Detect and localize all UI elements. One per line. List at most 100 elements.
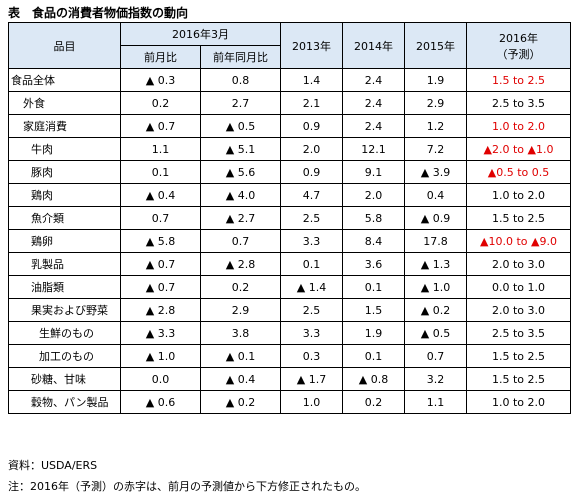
- table-row: 果実および野菜 ▲ 2.8 2.9 2.5 1.5 ▲ 0.2 2.0 to 3.0: [8, 298, 571, 322]
- cell-f2016: 1.5 to 2.5: [466, 206, 571, 230]
- cell-mom: 0.0: [120, 367, 201, 391]
- table-row: 穀物、パン製品 ▲ 0.6 ▲ 0.2 1.0 0.2 1.1 1.0 to 2.0: [8, 390, 571, 414]
- cell-y2015: 1.9: [404, 68, 467, 92]
- table-row: 食品全体 ▲ 0.3 0.8 1.4 2.4 1.9 1.5 to 2.5: [8, 68, 571, 92]
- cell-mom: ▲ 0.4: [120, 183, 201, 207]
- cell-mom: ▲ 0.7: [120, 114, 201, 138]
- cell-y2014: 9.1: [342, 160, 405, 184]
- cell-y2013: 1.4: [280, 68, 343, 92]
- cell-yoy: ▲ 0.4: [200, 367, 281, 391]
- cell-f2016: 2.5 to 3.5: [466, 91, 571, 115]
- row-item-name: 生鮮のもの: [8, 321, 121, 345]
- cell-mom: ▲ 0.7: [120, 252, 201, 276]
- cell-y2013: 0.9: [280, 114, 343, 138]
- cell-y2013: ▲ 1.4: [280, 275, 343, 299]
- cell-yoy: ▲ 2.8: [200, 252, 281, 276]
- cell-f2016: 2.5 to 3.5: [466, 321, 571, 345]
- table-row: 外食 0.2 2.7 2.1 2.4 2.9 2.5 to 3.5: [8, 91, 571, 115]
- cell-mom: ▲ 0.3: [120, 68, 201, 92]
- cell-y2013: 3.3: [280, 321, 343, 345]
- row-item-name: 鶏卵: [8, 229, 121, 253]
- cell-yoy: 0.7: [200, 229, 281, 253]
- cell-yoy: ▲ 5.1: [200, 137, 281, 161]
- cell-y2015: ▲ 3.9: [404, 160, 467, 184]
- cell-y2014: 2.4: [342, 114, 405, 138]
- cell-y2013: 4.7: [280, 183, 343, 207]
- row-item-name: 砂糖、甘味: [8, 367, 121, 391]
- cell-y2014: 1.5: [342, 298, 405, 322]
- cell-f2016: 1.0 to 2.0: [466, 114, 571, 138]
- cell-y2014: ▲ 0.8: [342, 367, 405, 391]
- cell-y2015: 0.4: [404, 183, 467, 207]
- cell-yoy: 3.8: [200, 321, 281, 345]
- cell-y2013: 0.3: [280, 344, 343, 368]
- table-row: 生鮮のもの ▲ 3.3 3.8 3.3 1.9 ▲ 0.5 2.5 to 3.5: [8, 321, 571, 345]
- cell-yoy: 0.8: [200, 68, 281, 92]
- table-row: 砂糖、甘味 0.0 ▲ 0.4 ▲ 1.7 ▲ 0.8 3.2 1.5 to 2.5: [8, 367, 571, 391]
- cell-yoy: ▲ 0.1: [200, 344, 281, 368]
- cell-y2013: 3.3: [280, 229, 343, 253]
- cell-f2016: ▲0.5 to 0.5: [466, 160, 571, 184]
- cell-y2015: 1.2: [404, 114, 467, 138]
- cell-y2014: 0.2: [342, 390, 405, 414]
- cell-yoy: 0.2: [200, 275, 281, 299]
- table-row: 鶏卵 ▲ 5.8 0.7 3.3 8.4 17.8 ▲10.0 to ▲9.0: [8, 229, 571, 253]
- cell-mom: ▲ 0.7: [120, 275, 201, 299]
- header-2016-forecast: 2016年 （予測）: [466, 22, 571, 69]
- cell-mom: 0.1: [120, 160, 201, 184]
- row-item-name: 鶏肉: [8, 183, 121, 207]
- table-row: 油脂類 ▲ 0.7 0.2 ▲ 1.4 0.1 ▲ 1.0 0.0 to 1.0: [8, 275, 571, 299]
- row-item-name: 乳製品: [8, 252, 121, 276]
- cell-y2014: 3.6: [342, 252, 405, 276]
- cell-f2016: 1.5 to 2.5: [466, 344, 571, 368]
- cell-mom: ▲ 0.6: [120, 390, 201, 414]
- cell-y2013: ▲ 1.7: [280, 367, 343, 391]
- cell-yoy: ▲ 4.0: [200, 183, 281, 207]
- row-item-name: 穀物、パン製品: [8, 390, 121, 414]
- table-row: 乳製品 ▲ 0.7 ▲ 2.8 0.1 3.6 ▲ 1.3 2.0 to 3.0: [8, 252, 571, 276]
- table-row: 豚肉 0.1 ▲ 5.6 0.9 9.1 ▲ 3.9 ▲0.5 to 0.5: [8, 160, 571, 184]
- cell-y2015: 0.7: [404, 344, 467, 368]
- cell-y2014: 2.0: [342, 183, 405, 207]
- table-row: 家庭消費 ▲ 0.7 ▲ 0.5 0.9 2.4 1.2 1.0 to 2.0: [8, 114, 571, 138]
- cell-y2015: ▲ 0.5: [404, 321, 467, 345]
- header-2016-march: 2016年3月: [120, 22, 281, 46]
- cell-f2016: 1.0 to 2.0: [466, 183, 571, 207]
- cell-mom: 0.7: [120, 206, 201, 230]
- cell-f2016: ▲2.0 to ▲1.0: [466, 137, 571, 161]
- cell-mom: ▲ 2.8: [120, 298, 201, 322]
- header-item: 品目: [8, 22, 121, 69]
- row-item-name: 豚肉: [8, 160, 121, 184]
- cell-y2014: 1.9: [342, 321, 405, 345]
- cell-y2013: 0.1: [280, 252, 343, 276]
- cell-yoy: 2.9: [200, 298, 281, 322]
- cell-y2013: 0.9: [280, 160, 343, 184]
- footnote: 注：2016年（予測）の赤字は、前月の予測値から下方修正されたもの。: [8, 480, 366, 493]
- cell-y2015: ▲ 0.2: [404, 298, 467, 322]
- cell-mom: ▲ 5.8: [120, 229, 201, 253]
- cell-y2015: 3.2: [404, 367, 467, 391]
- table-row: 牛肉 1.1 ▲ 5.1 2.0 12.1 7.2 ▲2.0 to ▲1.0: [8, 137, 571, 161]
- table-body: 食品全体 ▲ 0.3 0.8 1.4 2.4 1.9 1.5 to 2.5 外食 0.2 2.7 2…: [8, 68, 571, 414]
- cell-y2014: 0.1: [342, 275, 405, 299]
- row-item-name: 果実および野菜: [8, 298, 121, 322]
- cell-f2016: 2.0 to 3.0: [466, 298, 571, 322]
- cell-f2016: 1.0 to 2.0: [466, 390, 571, 414]
- cell-f2016: 1.5 to 2.5: [466, 68, 571, 92]
- cell-y2013: 2.5: [280, 206, 343, 230]
- table-row: 魚介類 0.7 ▲ 2.7 2.5 5.8 ▲ 0.9 1.5 to 2.5: [8, 206, 571, 230]
- cell-y2013: 1.0: [280, 390, 343, 414]
- cell-y2014: 5.8: [342, 206, 405, 230]
- cell-y2014: 2.4: [342, 68, 405, 92]
- table-row: 鶏肉 ▲ 0.4 ▲ 4.0 4.7 2.0 0.4 1.0 to 2.0: [8, 183, 571, 207]
- cpi-table: 品目 2016年3月 2013年 2014年 2015年 2016年 （予測） …: [8, 22, 571, 414]
- cell-y2015: 2.9: [404, 91, 467, 115]
- cell-yoy: 2.7: [200, 91, 281, 115]
- cell-f2016: 2.0 to 3.0: [466, 252, 571, 276]
- source-note: 資料：USDA/ERS: [8, 459, 98, 472]
- cell-mom: ▲ 1.0: [120, 344, 201, 368]
- cell-y2014: 0.1: [342, 344, 405, 368]
- row-item-name: 牛肉: [8, 137, 121, 161]
- header-yoy: 前年同月比: [200, 45, 281, 69]
- cell-y2014: 8.4: [342, 229, 405, 253]
